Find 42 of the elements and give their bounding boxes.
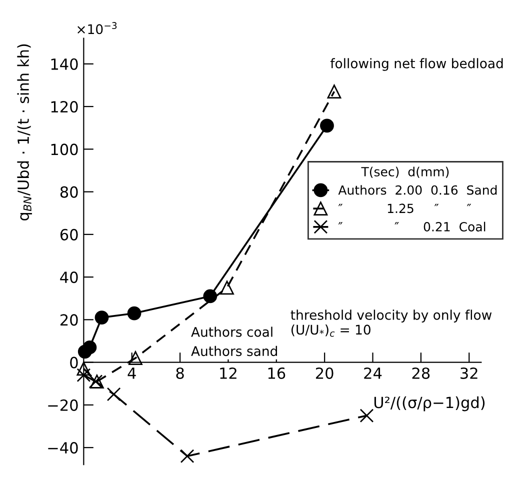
annotation: threshold velocity by only flow (U/U$_{*}$)$_{c}$ = 10 xyxy=(290,310,492,337)
point xyxy=(220,280,234,295)
legend-label: Authors 2.00 0.16 Sand xyxy=(338,185,497,195)
annotation: Authors coal xyxy=(191,326,272,337)
y-tick-label: 120 xyxy=(51,100,78,113)
point xyxy=(94,310,109,324)
point xyxy=(106,387,121,402)
legend-label: ″ ″ 0.21 Coal xyxy=(338,222,486,232)
y-tick-label: 40 xyxy=(60,272,78,284)
text: ×10$^{−3}$ xyxy=(78,22,117,34)
x-tick-label: 16 xyxy=(268,367,286,380)
y-tick-label: 0 xyxy=(70,356,78,368)
x-tick-label: 4 xyxy=(128,368,136,379)
y-tick-label: 140 xyxy=(51,58,78,70)
x-tick-label: 20 xyxy=(316,367,334,380)
annotation: following net flow bedload xyxy=(330,58,503,71)
x-tick-label: 12 xyxy=(220,367,236,379)
legend-title: T(sec) d(mm) xyxy=(361,166,449,178)
point xyxy=(203,289,218,304)
y-tick-label: 20 xyxy=(60,314,78,326)
annotation: Authors sand xyxy=(191,346,277,356)
point xyxy=(327,84,342,99)
point xyxy=(128,351,142,365)
point xyxy=(180,449,194,464)
legend-label: ″ 1.25 ″ ″ xyxy=(338,204,472,214)
y-axis-title: q$_{BN}$/Ubd · 1/(t · sinh kh) xyxy=(17,44,32,220)
x-tick-label: 28 xyxy=(412,367,430,380)
y-tick-label: 100 xyxy=(51,144,78,156)
x-tick-label: 32 xyxy=(460,367,478,380)
point xyxy=(76,362,91,376)
point xyxy=(76,368,91,382)
point xyxy=(320,118,334,133)
point xyxy=(82,340,97,354)
y-tick-label: −20 xyxy=(48,399,78,411)
y-tick-label: 60 xyxy=(60,228,78,240)
point xyxy=(360,408,374,423)
x-tick-label: 8 xyxy=(176,367,184,380)
x-tick-label: 24 xyxy=(364,367,382,379)
y-tick-label: 80 xyxy=(60,186,78,198)
point xyxy=(127,306,142,320)
y-tick-label: −40 xyxy=(48,442,78,454)
x-axis-title: U²/((σ/ρ−1)gd) xyxy=(374,396,485,412)
